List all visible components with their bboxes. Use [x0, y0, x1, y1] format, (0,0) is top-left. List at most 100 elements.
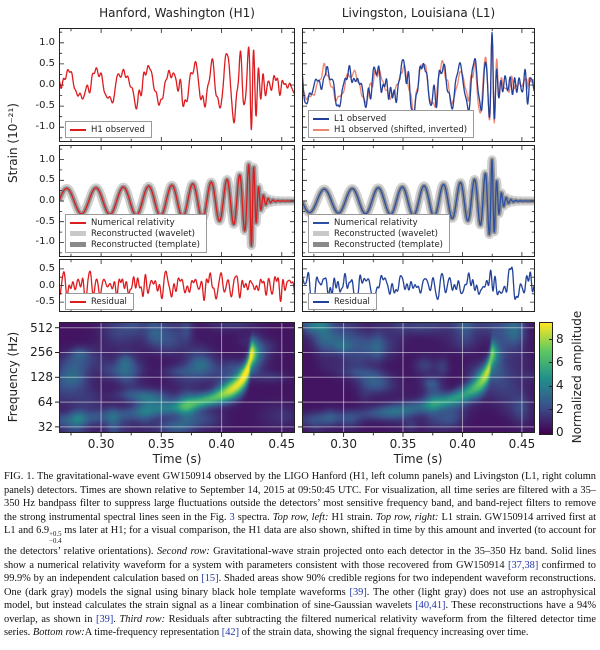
legend-h1-residual: Residual [65, 293, 134, 310]
legend-label: H1 observed [91, 124, 145, 135]
series-l1-observed [302, 31, 535, 120]
tick-label: -0.5 [35, 100, 55, 112]
tick-label: 256 [30, 345, 53, 360]
citation-link[interactable]: [15] [201, 573, 219, 585]
caption-text: H1 strain. [328, 511, 376, 523]
legend-entry: Numerical relativity [70, 217, 200, 228]
citation-link[interactable]: [40,41] [415, 600, 446, 612]
plot-h1-residual [59, 259, 295, 312]
legend-line-swatch [313, 300, 329, 303]
legend-band-swatch [70, 231, 86, 236]
colorbar-tick-mark [549, 385, 552, 387]
legend-entry: Residual [70, 296, 127, 307]
tick-label: 64 [37, 395, 53, 410]
caption-text: FIG. 1. The gravitational-wave event GW1… [4, 471, 596, 523]
panel-h1-spectrogram [55, 322, 295, 437]
colorbar-tick-label: 2 [556, 401, 564, 416]
panel-l1-residual: Residual [302, 259, 535, 312]
colorbar-tick-label: 8 [556, 331, 564, 346]
citation-link[interactable]: [39] [349, 586, 367, 598]
tick-label: 0.40 [208, 437, 235, 451]
caption-italic-label: Third row: [119, 613, 166, 625]
citation-link[interactable]: [42] [221, 627, 240, 639]
colorbar [539, 322, 553, 435]
legend-line-swatch [313, 117, 329, 120]
legend-entry: Reconstructed (wavelet) [70, 228, 200, 239]
legend-entry: L1 observed [313, 113, 467, 124]
series-numerical-relativity [302, 159, 535, 236]
y-axis-label-frequency: Frequency (Hz) [6, 331, 20, 423]
uncertainty-supsub: +0.5 −0.4 [49, 531, 62, 545]
legend-line-swatch [70, 300, 86, 303]
tick-label: 0.45 [268, 437, 296, 451]
legend-label: Numerical relativity [91, 217, 175, 228]
legend-band-swatch [313, 231, 329, 236]
caption-text: . [113, 613, 120, 625]
citation-link[interactable]: [39] [95, 613, 114, 625]
colorbar-tick-label: 6 [556, 354, 564, 369]
legend-label: Reconstructed (template) [334, 239, 443, 250]
plot-h1-observed [59, 28, 295, 142]
legend-label: L1 observed [334, 113, 387, 124]
legend-entry: Numerical relativity [313, 217, 443, 228]
column-title-livingston: Livingston, Louisiana (L1) [341, 6, 496, 20]
legend-entry: H1 observed [70, 124, 145, 135]
legend-entry: Reconstructed (template) [70, 239, 200, 250]
x-axis-label-time-right: Time (s) [393, 452, 443, 466]
spectrogram-grid [55, 322, 295, 437]
tick-label: 0.5 [39, 262, 55, 274]
legend-band-swatch [313, 242, 329, 247]
legend-l1-model: Numerical relativity Reconstructed (wavel… [308, 214, 450, 253]
tick-label: 1.0 [39, 153, 55, 165]
panel-l1-model: Numerical relativity Reconstructed (wavel… [302, 145, 535, 257]
legend-label: H1 observed (shifted, inverted) [334, 124, 468, 135]
legend-h1-model: Numerical relativity Reconstructed (wavel… [65, 214, 207, 253]
tick-label: -0.5 [35, 296, 55, 308]
citation-link[interactable]: [37,38] [508, 559, 539, 571]
caption-text: . Shaded areas show 90% credible regions… [4, 573, 596, 598]
tick-label: 1.0 [39, 36, 55, 48]
figure-caption: FIG. 1. The gravitational-wave event GW1… [4, 470, 596, 640]
tick-label: 0.30 [330, 437, 357, 451]
tick-label: 0.40 [449, 437, 476, 451]
caption-italic-label: Second row: [156, 546, 210, 558]
caption-text: Residuals after subtracting the filtered… [4, 613, 596, 639]
panel-h1-observed: H1 observed [59, 28, 295, 142]
tick-label: 512 [30, 320, 53, 335]
tick-label: 0.35 [147, 437, 175, 451]
panel-h1-model: Numerical relativity Reconstructed (wavel… [59, 145, 295, 257]
x-axis-label-time-left: Time (s) [152, 452, 202, 466]
tick-label: -1.0 [35, 121, 55, 133]
y-axis-label-strain: Strain (10⁻²¹) [6, 103, 20, 183]
plot-l1-residual [302, 259, 535, 312]
colorbar-tick-label: 4 [556, 378, 564, 393]
citation-link[interactable]: 3 [229, 511, 235, 523]
legend-label: Residual [91, 296, 127, 307]
legend-label: Reconstructed (wavelet) [91, 228, 195, 239]
legend-l1-observed: L1 observed H1 observed (shifted, inverte… [308, 110, 475, 138]
caption-text: L1 strain. GW150914 arrived first at L1 … [4, 511, 597, 537]
colorbar-gradient [539, 322, 553, 435]
legend-line-swatch [313, 128, 329, 131]
plot-l1-observed [302, 28, 535, 142]
legend-h1-observed: H1 observed [65, 121, 152, 138]
column-title-hanford: Hanford, Washington (H1) [99, 6, 255, 20]
caption-italic-label: Top row, left: [272, 511, 329, 523]
legend-label: Residual [334, 296, 370, 307]
series-h1-observed [59, 46, 295, 131]
legend-l1-residual: Residual [308, 293, 377, 310]
tick-label: 128 [30, 370, 53, 385]
tick-label: -0.5 [35, 215, 55, 227]
caption-text: . These reconstructions have a 94% overl… [4, 600, 596, 625]
panel-l1-spectrogram [298, 322, 535, 437]
tick-label: 0.0 [39, 195, 55, 206]
tick-label: 0.30 [87, 437, 115, 451]
colorbar-tick-mark [549, 339, 552, 341]
caption-text: of the strain data, showing the signal f… [239, 627, 529, 639]
caption-italic-label: Bottom row: [32, 627, 85, 639]
tick-label: -1.0 [35, 236, 55, 248]
colorbar-tick-mark [549, 409, 552, 411]
legend-label: Reconstructed (template) [91, 239, 200, 250]
panel-l1-observed: L1 observed H1 observed (shifted, inverte… [302, 28, 535, 142]
